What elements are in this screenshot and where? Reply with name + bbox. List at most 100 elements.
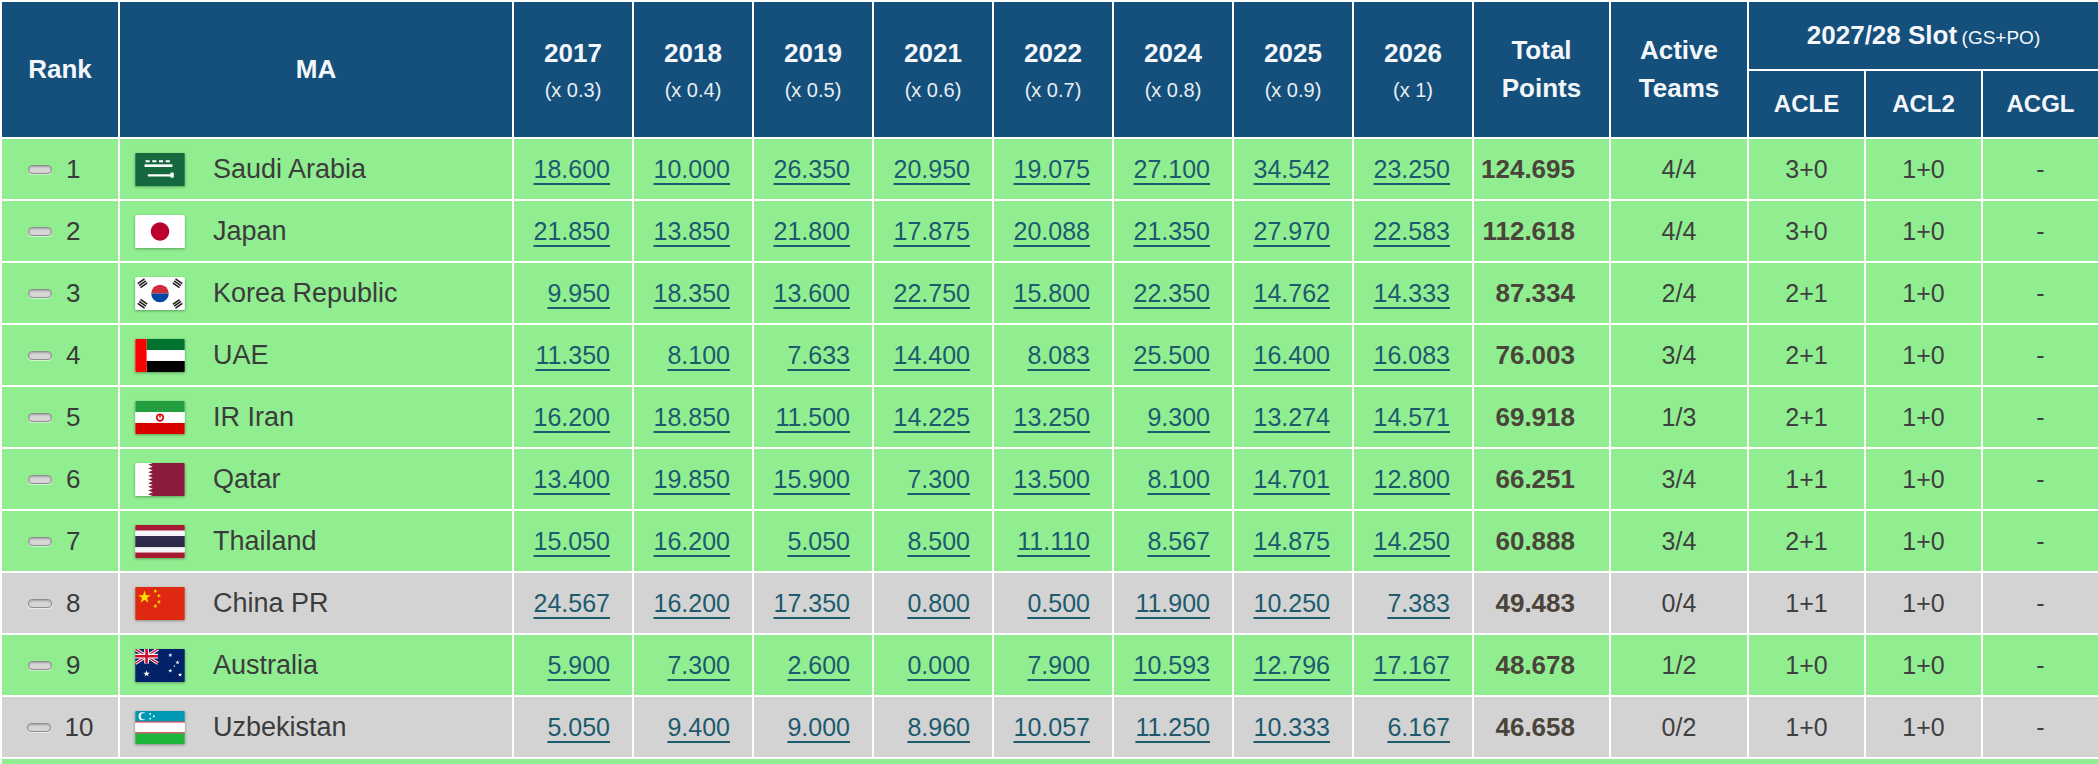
rank-value: 3 <box>66 278 92 309</box>
year-points-link[interactable]: 14.875 <box>1254 527 1330 555</box>
year-points-link[interactable]: 11.110 <box>1017 527 1090 555</box>
ma-cell: Saudi Arabia <box>119 138 513 200</box>
year-points-link[interactable]: 18.600 <box>534 155 610 183</box>
year-points-link[interactable]: 16.200 <box>534 403 610 431</box>
year-points-link[interactable]: 5.050 <box>787 527 850 555</box>
year-points-link[interactable]: 9.300 <box>1147 403 1210 431</box>
year-points-link[interactable]: 5.050 <box>547 713 610 741</box>
slot-acgl-value: - <box>1982 448 2098 510</box>
year-points-link[interactable]: 13.274 <box>1254 403 1330 431</box>
year-points-link[interactable]: 10.593 <box>1134 651 1210 679</box>
year-points-link[interactable]: 22.750 <box>894 279 970 307</box>
year-points-link[interactable]: 19.850 <box>654 465 730 493</box>
year-points-link[interactable]: 20.088 <box>1014 217 1090 245</box>
total-points-value: 66.251 <box>1473 448 1610 510</box>
slot-acgl-value: - <box>1982 510 2098 572</box>
year-points-link[interactable]: 7.300 <box>667 651 730 679</box>
country-name: UAE <box>213 340 269 371</box>
year-points-link[interactable]: 10.333 <box>1254 713 1330 741</box>
year-points-link[interactable]: 14.400 <box>894 341 970 369</box>
rank-cell: 7 <box>1 510 119 572</box>
year-points-link[interactable]: 26.350 <box>774 155 850 183</box>
year-points-link[interactable]: 11.350 <box>535 341 610 369</box>
year-points-link[interactable]: 8.567 <box>1147 527 1210 555</box>
year-points-link[interactable]: 21.800 <box>774 217 850 245</box>
year-points-link[interactable]: 24.567 <box>534 589 610 617</box>
year-points-link[interactable]: 22.583 <box>1374 217 1450 245</box>
year-points-link[interactable]: 23.250 <box>1374 155 1450 183</box>
year-points-link[interactable]: 27.100 <box>1134 155 1210 183</box>
year-points-link[interactable]: 0.000 <box>907 651 970 679</box>
flag-uz-icon <box>135 711 185 744</box>
slot-acle-value: 1+0 <box>1748 634 1865 696</box>
year-points-link[interactable]: 25.500 <box>1134 341 1210 369</box>
year-points-link[interactable]: 0.500 <box>1027 589 1090 617</box>
year-points-link[interactable]: 9.000 <box>787 713 850 741</box>
year-points-link[interactable]: 9.400 <box>667 713 730 741</box>
year-points-link[interactable]: 14.250 <box>1374 527 1450 555</box>
year-points-link[interactable]: 22.350 <box>1134 279 1210 307</box>
year-points-link[interactable]: 11.900 <box>1135 589 1210 617</box>
slot-acgl-value: - <box>1982 262 2098 324</box>
year-points-link[interactable]: 34.542 <box>1254 155 1330 183</box>
year-points-link[interactable]: 10.000 <box>654 155 730 183</box>
year-points-link[interactable]: 17.167 <box>1374 651 1450 679</box>
col-header-active-teams: Active Teams <box>1610 1 1748 138</box>
year-points-link[interactable]: 8.100 <box>1147 465 1210 493</box>
year-points-link[interactable]: 8.100 <box>667 341 730 369</box>
year-points-link[interactable]: 11.250 <box>1135 713 1210 741</box>
year-points-link[interactable]: 13.250 <box>1014 403 1090 431</box>
year-points-link[interactable]: 27.970 <box>1254 217 1330 245</box>
active-teams-value: 2/4 <box>1610 262 1748 324</box>
year-points-link[interactable]: 12.800 <box>1374 465 1450 493</box>
year-points-link[interactable]: 14.571 <box>1374 403 1450 431</box>
year-points-link[interactable]: 19.075 <box>1014 155 1090 183</box>
year-points-link[interactable]: 5.900 <box>547 651 610 679</box>
year-points-link[interactable]: 12.796 <box>1254 651 1330 679</box>
year-points-link[interactable]: 2.600 <box>787 651 850 679</box>
year-points-link[interactable]: 21.350 <box>1134 217 1210 245</box>
year-points-link[interactable]: 8.960 <box>907 713 970 741</box>
year-points-link[interactable]: 16.083 <box>1374 341 1450 369</box>
year-points-link[interactable]: 15.900 <box>774 465 850 493</box>
year-points-link[interactable]: 17.875 <box>894 217 970 245</box>
rank-no-change-icon <box>28 165 52 174</box>
year-points-link[interactable]: 20.950 <box>894 155 970 183</box>
year-points-link[interactable]: 16.400 <box>1254 341 1330 369</box>
year-points-link[interactable]: 13.500 <box>1014 465 1090 493</box>
year-points-link[interactable]: 15.800 <box>1014 279 1090 307</box>
year-points-link[interactable]: 6.167 <box>1387 713 1450 741</box>
slot-acle-value: 2+1 <box>1748 262 1865 324</box>
year-points-link[interactable]: 11.500 <box>775 403 850 431</box>
total-points-value: 60.888 <box>1473 510 1610 572</box>
year-points-link[interactable]: 16.200 <box>654 527 730 555</box>
year-points-link[interactable]: 0.800 <box>907 589 970 617</box>
year-points-link[interactable]: 21.850 <box>534 217 610 245</box>
year-points-link[interactable]: 8.500 <box>907 527 970 555</box>
year-points-link[interactable]: 8.083 <box>1027 341 1090 369</box>
year-points-link[interactable]: 7.383 <box>1387 589 1450 617</box>
year-points-link[interactable]: 18.350 <box>654 279 730 307</box>
year-points-link[interactable]: 7.900 <box>1027 651 1090 679</box>
year-points-link[interactable]: 14.333 <box>1374 279 1450 307</box>
year-points-link[interactable]: 16.200 <box>654 589 730 617</box>
year-points-link[interactable]: 17.350 <box>774 589 850 617</box>
year-points-link[interactable]: 18.850 <box>654 403 730 431</box>
year-points-link[interactable]: 14.225 <box>894 403 970 431</box>
year-points-link[interactable]: 10.057 <box>1014 713 1090 741</box>
year-points-link[interactable]: 7.633 <box>787 341 850 369</box>
year-points-link[interactable]: 9.950 <box>547 279 610 307</box>
year-points-link[interactable]: 14.762 <box>1254 279 1330 307</box>
ma-cell: Australia <box>119 634 513 696</box>
slot-group-note: (GS+PO) <box>1962 27 2041 48</box>
year-points-link[interactable]: 13.850 <box>654 217 730 245</box>
year-points-link[interactable]: 13.600 <box>774 279 850 307</box>
year-points-link[interactable]: 14.701 <box>1254 465 1330 493</box>
year-points-link[interactable]: 13.400 <box>534 465 610 493</box>
year-points-link[interactable]: 10.250 <box>1254 589 1330 617</box>
rank-value: 1 <box>66 154 92 185</box>
active-teams-value: 4/4 <box>1610 138 1748 200</box>
ma-cell: Japan <box>119 200 513 262</box>
year-points-link[interactable]: 15.050 <box>534 527 610 555</box>
year-points-link[interactable]: 7.300 <box>907 465 970 493</box>
